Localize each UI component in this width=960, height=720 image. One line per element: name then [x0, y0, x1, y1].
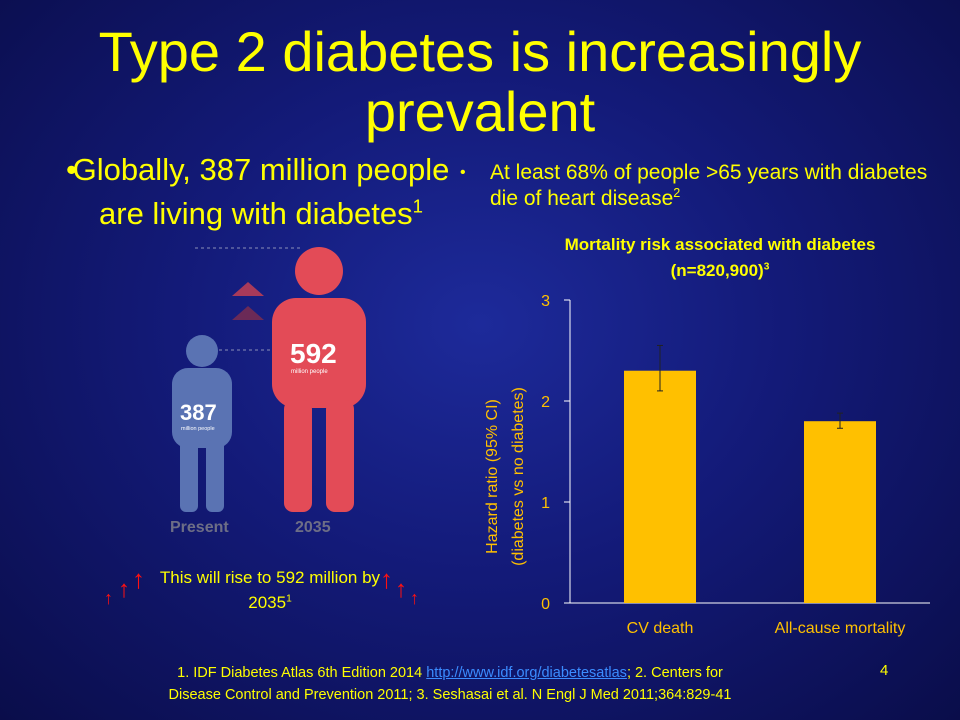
person-future-icon	[272, 247, 366, 512]
y-tick-label: 3	[541, 293, 550, 310]
hazard-ratio-bar-chart: 0 1 2 3 CV death All-cause mortality Hazard …	[484, 293, 930, 637]
red-up-arrow-icon: ↑	[410, 588, 419, 608]
red-up-arrow-icon: ↑	[132, 564, 145, 594]
future-value: 592	[290, 338, 337, 369]
red-up-arrow-icon: ↑	[380, 564, 393, 594]
slide-title: Type 2 diabetes is increasingly prevalen…	[98, 20, 862, 143]
right-bullet-text: At least 68% of people >65 years with di…	[490, 161, 928, 210]
present-label: Present	[170, 519, 229, 536]
chart-title-ref: 3	[763, 261, 770, 273]
y-axis-label: Hazard ratio (95% CI)	[484, 399, 501, 554]
page-number: 4	[880, 662, 889, 679]
up-arrow-icon	[232, 306, 264, 320]
bar	[624, 370, 696, 603]
x-tick-label: All-cause mortality	[775, 620, 906, 637]
y-axis-label-2: (diabetes vs no diabetes)	[510, 387, 527, 566]
present-value: 387	[180, 400, 217, 425]
red-up-arrow-icon: ↑	[118, 576, 130, 603]
rise-note-ref: 1	[286, 593, 292, 605]
reference-2: ; 2. Centers for	[626, 665, 723, 681]
bullet-marker: •	[66, 152, 77, 187]
future-label: 2035	[295, 519, 331, 536]
future-unit: million people	[291, 369, 328, 375]
up-arrow-icon	[232, 282, 264, 296]
population-infographic: 387 million people 592 million people Pr…	[170, 247, 366, 536]
rise-note-text: This will rise to 592 million by 2035	[159, 568, 381, 612]
references: 1. IDF Diabetes Atlas 6th Edition 2014 h…	[40, 662, 860, 706]
y-tick-label: 2	[541, 394, 550, 411]
left-bullet-ref: 1	[412, 195, 423, 217]
right-bullet-ref: 2	[673, 186, 681, 200]
red-up-arrow-icon: ↑	[104, 588, 113, 608]
reference-link[interactable]: http://www.idf.org/diabetesatlas	[426, 665, 627, 681]
y-tick-label: 0	[541, 596, 550, 613]
person-present-icon	[172, 335, 232, 512]
left-bullet-text: Globally, 387 million people are living …	[72, 152, 450, 231]
reference-3: Disease Control and Prevention 2011; 3. …	[168, 687, 732, 703]
bar	[804, 421, 876, 603]
reference-1: 1. IDF Diabetes Atlas 6th Edition 2014	[177, 665, 427, 681]
present-unit: million people	[181, 426, 215, 432]
red-up-arrow-icon: ↑	[395, 576, 407, 603]
rise-note: This will rise to 592 million by 20351	[140, 565, 400, 615]
x-tick-label: CV death	[627, 620, 694, 637]
chart-title: Mortality risk associated with diabetes …	[564, 235, 876, 280]
bullet-marker: •	[460, 164, 466, 181]
left-bullet: • Globally, 387 million people are livin…	[66, 148, 456, 236]
y-tick-label: 1	[541, 495, 550, 512]
